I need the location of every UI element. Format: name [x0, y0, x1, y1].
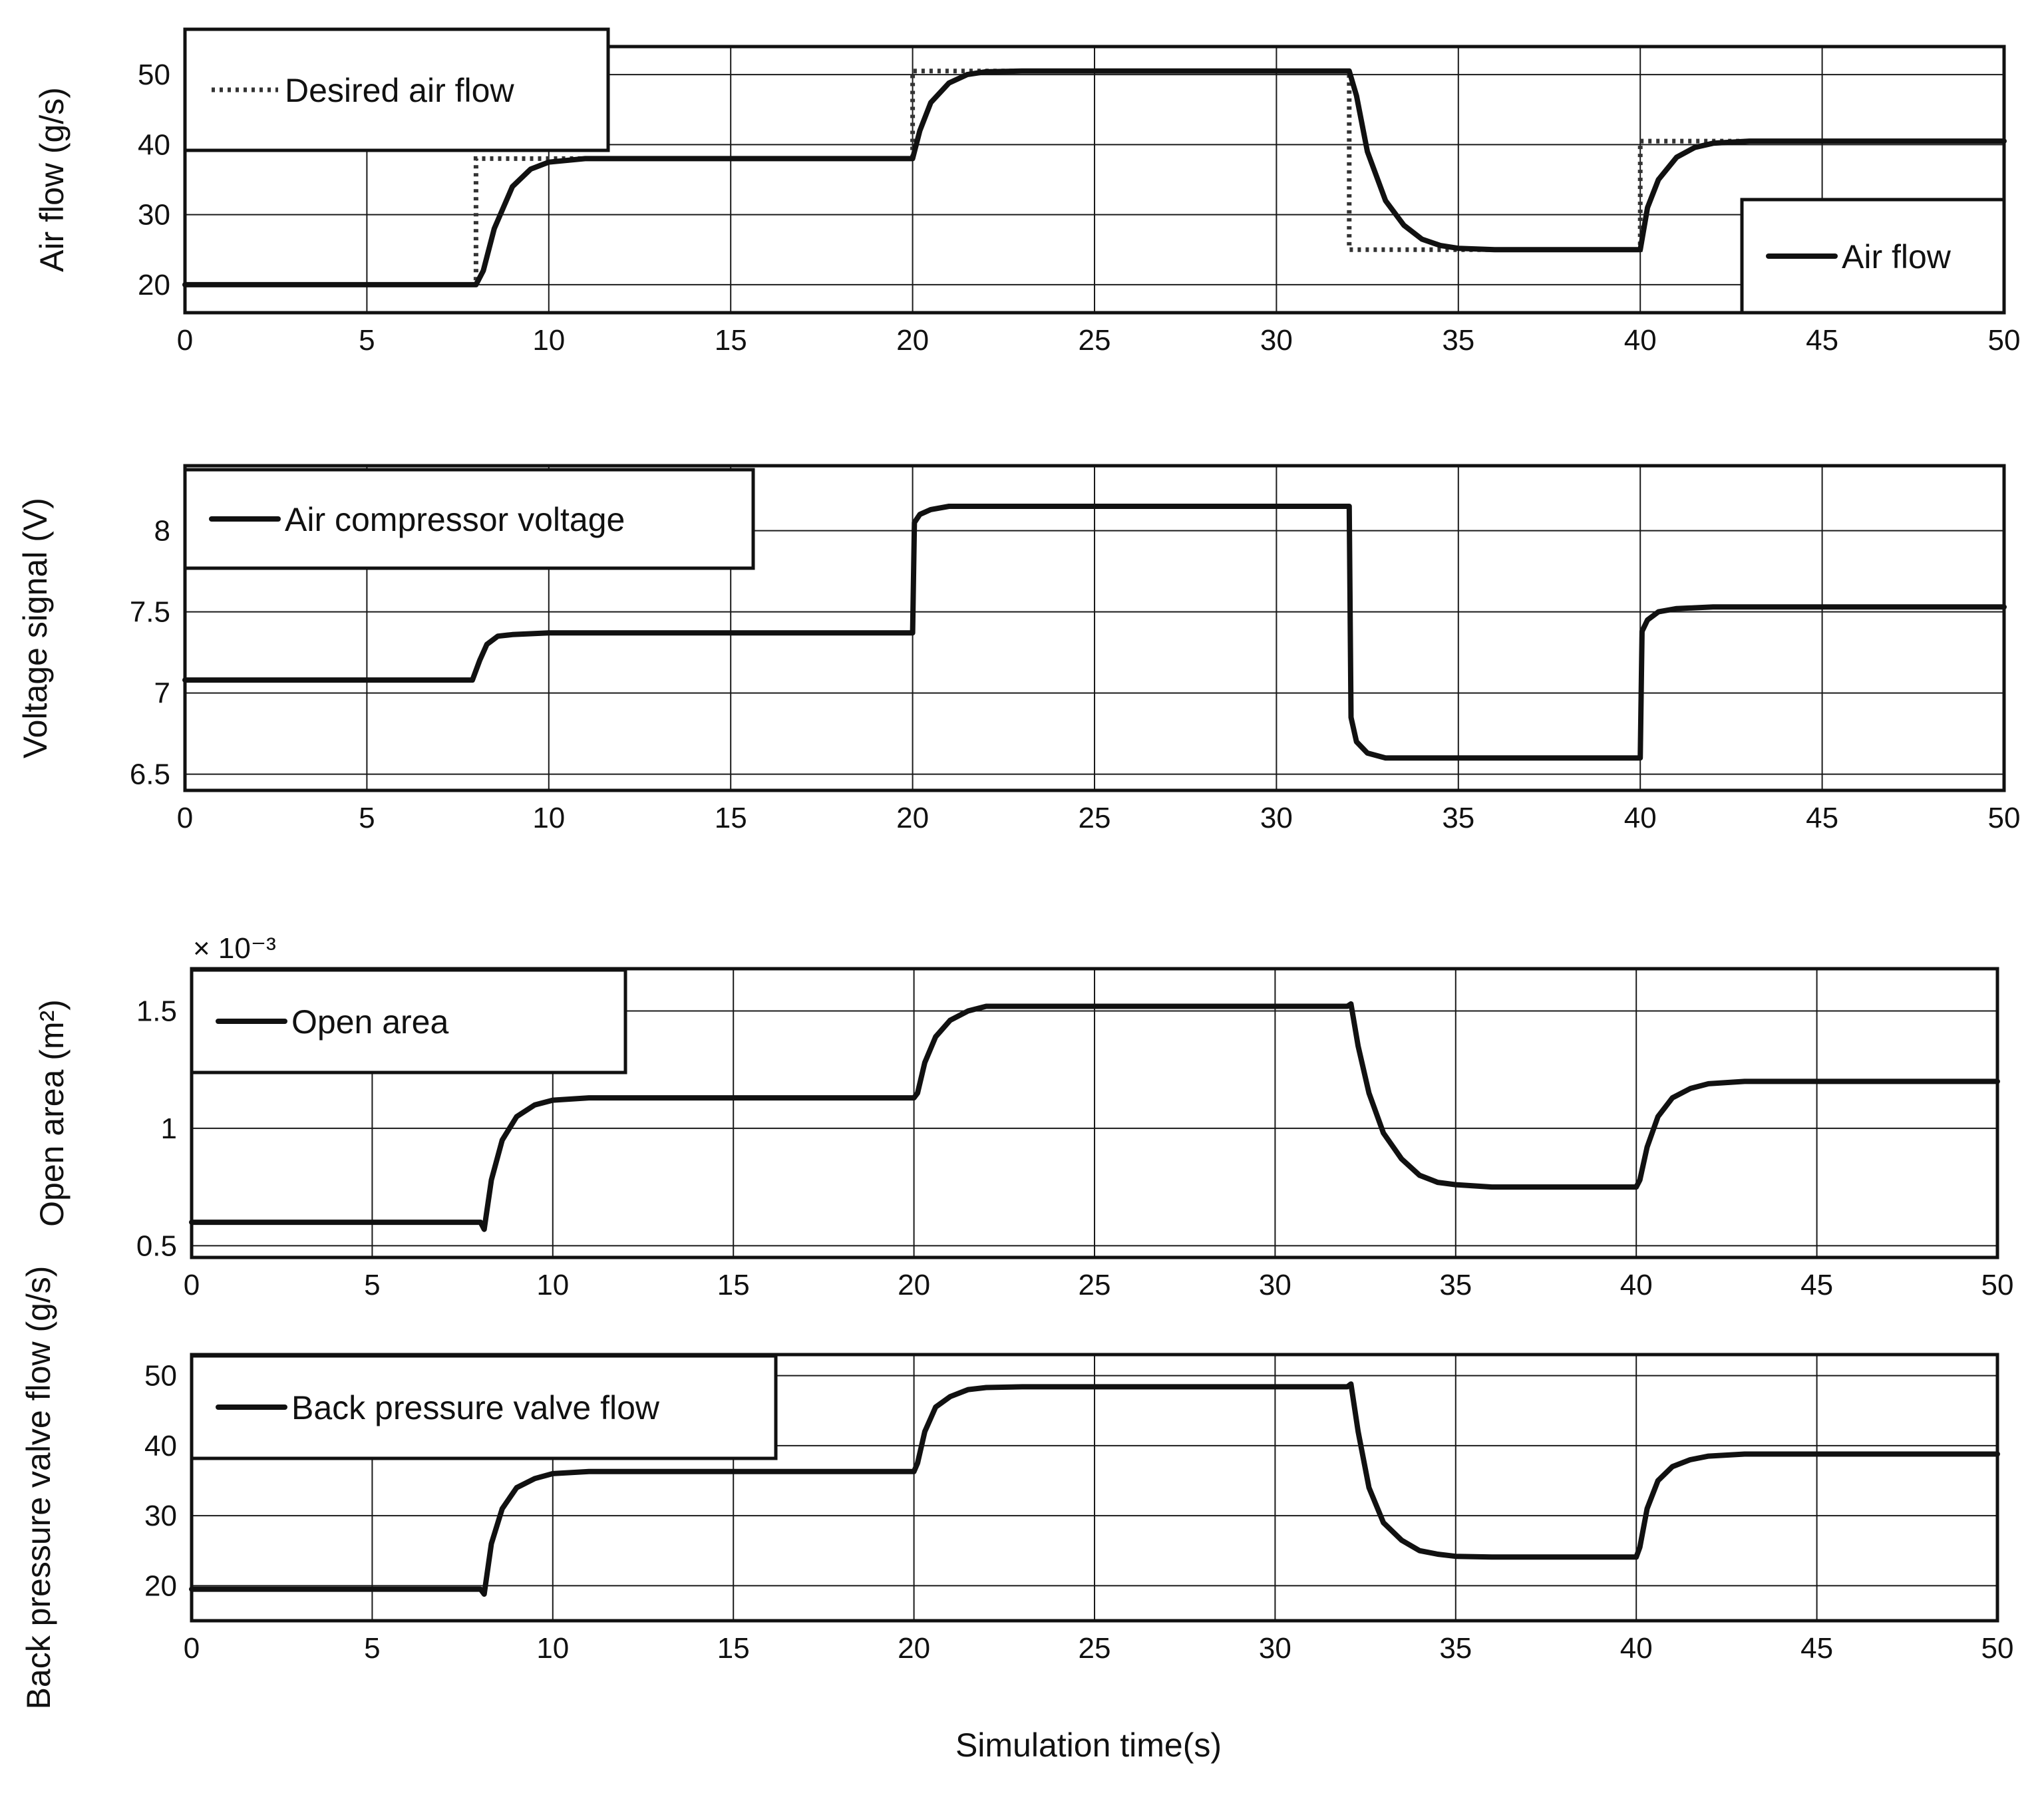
y-tick-label: 7	[154, 677, 170, 710]
series-line-air-compressor-voltage	[182, 504, 2007, 761]
legend: Air compressor voltage	[183, 468, 755, 570]
x-tick-label: 50	[1981, 1632, 2014, 1665]
y-axis-label: Air flow (g/s)	[33, 87, 71, 272]
x-tick-label: 40	[1624, 324, 1657, 357]
grid	[192, 969, 1997, 1257]
x-tick-label: 20	[898, 1632, 930, 1665]
x-tick-label: 35	[1442, 324, 1474, 357]
x-tick-label: 20	[896, 802, 929, 834]
x-tick-label: 30	[1259, 1269, 1291, 1301]
legend-box	[183, 468, 755, 570]
x-tick-label: 30	[1259, 1632, 1291, 1665]
series-line-back-pressure-valve-flow	[189, 1381, 2000, 1597]
legend-entry-label: Desired air flow	[285, 72, 514, 109]
x-tick-label: 5	[364, 1269, 380, 1301]
plot-frame	[190, 1353, 1999, 1623]
y-tick-label: 30	[138, 199, 170, 232]
y-tick-label: 8	[154, 515, 170, 548]
legend: Desired air flow	[183, 27, 610, 152]
legend-box	[190, 1354, 778, 1460]
y-scale-label: × 10⁻³	[193, 932, 276, 965]
x-tick-label: 15	[717, 1269, 750, 1301]
plot-frame	[183, 45, 2006, 315]
x-tick-label: 0	[177, 324, 193, 357]
x-tick-label: 40	[1620, 1632, 1653, 1665]
x-tick-label: 0	[184, 1269, 200, 1301]
x-tick-label: 50	[1981, 1269, 2014, 1301]
x-tick-label: 25	[1079, 324, 1111, 357]
y-tick-label: 50	[144, 1360, 177, 1393]
series-line-air-flow	[182, 68, 2007, 287]
x-tick-label: 50	[1988, 324, 2021, 357]
legend-box	[183, 27, 610, 152]
y-tick-label: 7.5	[130, 596, 170, 629]
x-tick-label: 25	[1079, 1632, 1111, 1665]
legend-entry-label: Air compressor voltage	[285, 501, 625, 538]
x-tick-label: 35	[1442, 802, 1474, 834]
x-tick-label: 45	[1800, 1632, 1833, 1665]
x-tick-label: 30	[1260, 802, 1293, 834]
y-tick-label: 40	[144, 1430, 177, 1462]
x-tick-label: 5	[364, 1632, 380, 1665]
x-tick-label: 35	[1439, 1632, 1472, 1665]
x-tick-label: 15	[715, 324, 747, 357]
panel-voltage-signal: 0 5 10 15 20 25 30 35 40 45 50 6.5 7 7.5 8 Voltage sign…	[17, 464, 2021, 834]
legend-box	[190, 968, 627, 1074]
plot-frame	[190, 967, 1999, 1259]
x-tick-label: 5	[359, 802, 375, 834]
x-tick-label: 25	[1079, 1269, 1111, 1301]
y-tick-label: 0.5	[136, 1230, 177, 1262]
legend-entry-label: Back pressure valve flow	[291, 1389, 660, 1426]
x-axis-label: Simulation time(s)	[955, 1727, 1222, 1764]
legend-entry-label: Open area	[291, 1003, 448, 1041]
x-tick-label: 45	[1806, 802, 1838, 834]
legend: Open area	[190, 968, 627, 1074]
legend: Air flow	[1740, 198, 2006, 315]
y-tick-label: 30	[144, 1500, 177, 1532]
x-tick-label: 50	[1988, 802, 2021, 834]
y-tick-label: 1.5	[136, 995, 177, 1028]
x-tick-label: 40	[1624, 802, 1657, 834]
y-tick-label: 20	[138, 269, 170, 301]
y-axis-label: Open area (m²)	[33, 999, 71, 1227]
x-tick-label: 30	[1260, 324, 1293, 357]
x-tick-label: 45	[1806, 324, 1838, 357]
y-tick-label: 1	[161, 1112, 177, 1145]
panel-air-flow: 0 5 10 15 20 25 30 35 40 45 50 20 30 40 50 Air flow (g/…	[33, 27, 2021, 357]
y-axis-label: Voltage signal (V)	[17, 498, 54, 758]
x-tick-label: 35	[1439, 1269, 1472, 1301]
legend-entry-label: Air flow	[1842, 238, 1952, 275]
legend: Back pressure valve flow	[190, 1354, 778, 1460]
series-line-open-area	[189, 1001, 2000, 1232]
x-tick-label: 25	[1079, 802, 1111, 834]
x-tick-label: 10	[532, 802, 565, 834]
panel-open-area: 0 5 10 15 20 25 30 35 40 45 50 0.5 1 1.5 Open area (m²…	[33, 932, 2013, 1301]
y-tick-label: 20	[144, 1569, 177, 1602]
x-tick-label: 10	[536, 1632, 569, 1665]
x-tick-label: 20	[898, 1269, 930, 1301]
x-tick-label: 15	[715, 802, 747, 834]
y-tick-label: 50	[138, 59, 170, 91]
x-tick-label: 10	[532, 324, 565, 357]
x-tick-label: 45	[1800, 1269, 1833, 1301]
x-tick-label: 5	[359, 324, 375, 357]
x-tick-label: 20	[896, 324, 929, 357]
y-axis-label: Back pressure valve flow (g/s)	[20, 1266, 57, 1710]
x-tick-label: 0	[177, 802, 193, 834]
x-tick-label: 0	[184, 1632, 200, 1665]
y-tick-label: 6.5	[130, 758, 170, 791]
x-tick-label: 10	[536, 1269, 569, 1301]
x-tick-label: 40	[1620, 1269, 1653, 1301]
x-tick-label: 15	[717, 1632, 750, 1665]
plot-frame	[183, 464, 2006, 792]
y-tick-label: 40	[138, 128, 170, 161]
